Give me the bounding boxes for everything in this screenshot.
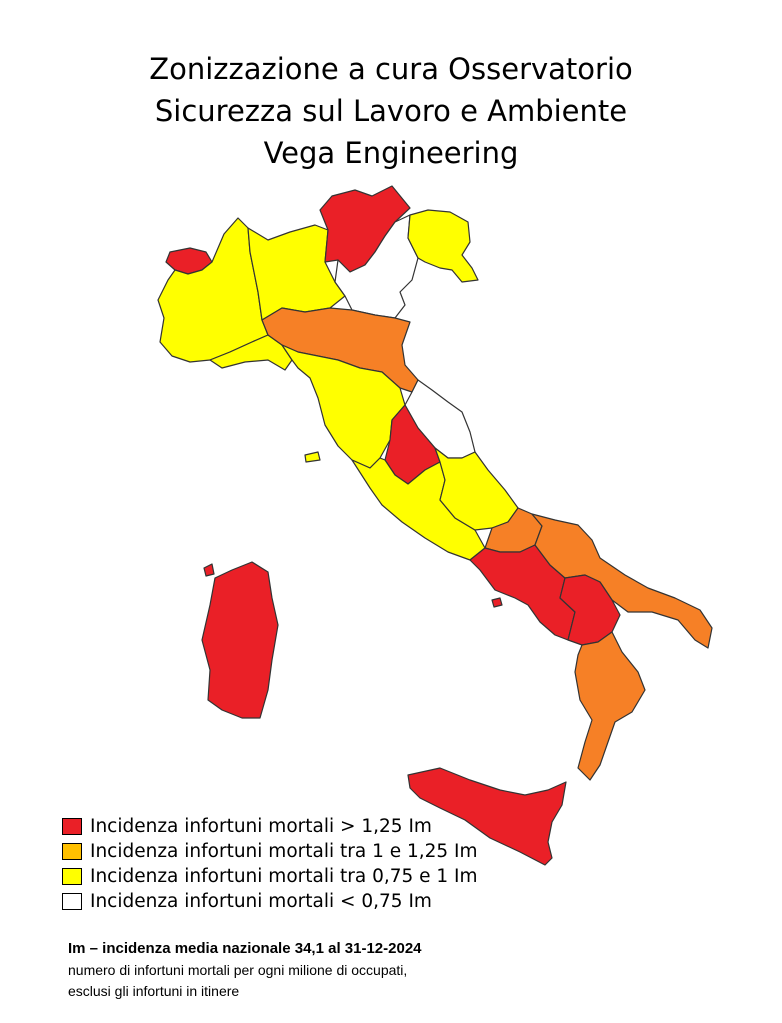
legend-item-orange: Incidenza infortuni mortali tra 1 e 1,25… <box>62 839 478 864</box>
title-line-2: Sicurezza sul Lavoro e Ambiente <box>154 94 628 128</box>
island-asinara <box>203 563 215 577</box>
region-sicilia <box>407 767 567 866</box>
legend-swatch-red <box>62 818 82 835</box>
legend-label-white: Incidenza infortuni mortali < 0,75 Im <box>90 891 432 912</box>
legend-label-red: Incidenza infortuni mortali > 1,25 Im <box>90 816 432 837</box>
footnote-headline: Im – incidenza media nazionale 34,1 al 3… <box>68 940 422 957</box>
footnote: Im – incidenza media nazionale 34,1 al 3… <box>68 938 422 1002</box>
island-elba <box>304 451 321 463</box>
region-toscana <box>281 344 406 469</box>
legend-item-white: Incidenza infortuni mortali < 0,75 Im <box>62 889 478 914</box>
island-capri-ischia <box>491 597 503 608</box>
legend-swatch-white <box>62 893 82 910</box>
legend-swatch-yellow <box>62 868 82 885</box>
legend-label-yellow: Incidenza infortuni mortali tra 0,75 e 1… <box>90 866 478 887</box>
title-line-1: Zonizzazione a cura Osservatorio <box>149 52 633 86</box>
map-legend: Incidenza infortuni mortali > 1,25 Im In… <box>62 814 478 914</box>
legend-label-orange: Incidenza infortuni mortali tra 1 e 1,25… <box>90 841 478 862</box>
legend-item-red: Incidenza infortuni mortali > 1,25 Im <box>62 814 478 839</box>
footnote-line-2: esclusi gli infortuni in itinere <box>68 983 240 999</box>
region-friuli-venezia-giulia <box>407 209 479 283</box>
legend-swatch-orange <box>62 843 82 860</box>
region-sardegna <box>201 561 279 719</box>
legend-item-yellow: Incidenza infortuni mortali tra 0,75 e 1… <box>62 864 478 889</box>
footnote-line-1: numero di infortuni mortali per ogni mil… <box>68 962 408 978</box>
title-line-3: Vega Engineering <box>263 136 519 170</box>
map-title: Zonizzazione a cura Osservatorio Sicurez… <box>0 48 782 174</box>
region-veneto <box>334 214 419 319</box>
region-puglia <box>531 513 713 649</box>
region-calabria <box>574 631 646 781</box>
